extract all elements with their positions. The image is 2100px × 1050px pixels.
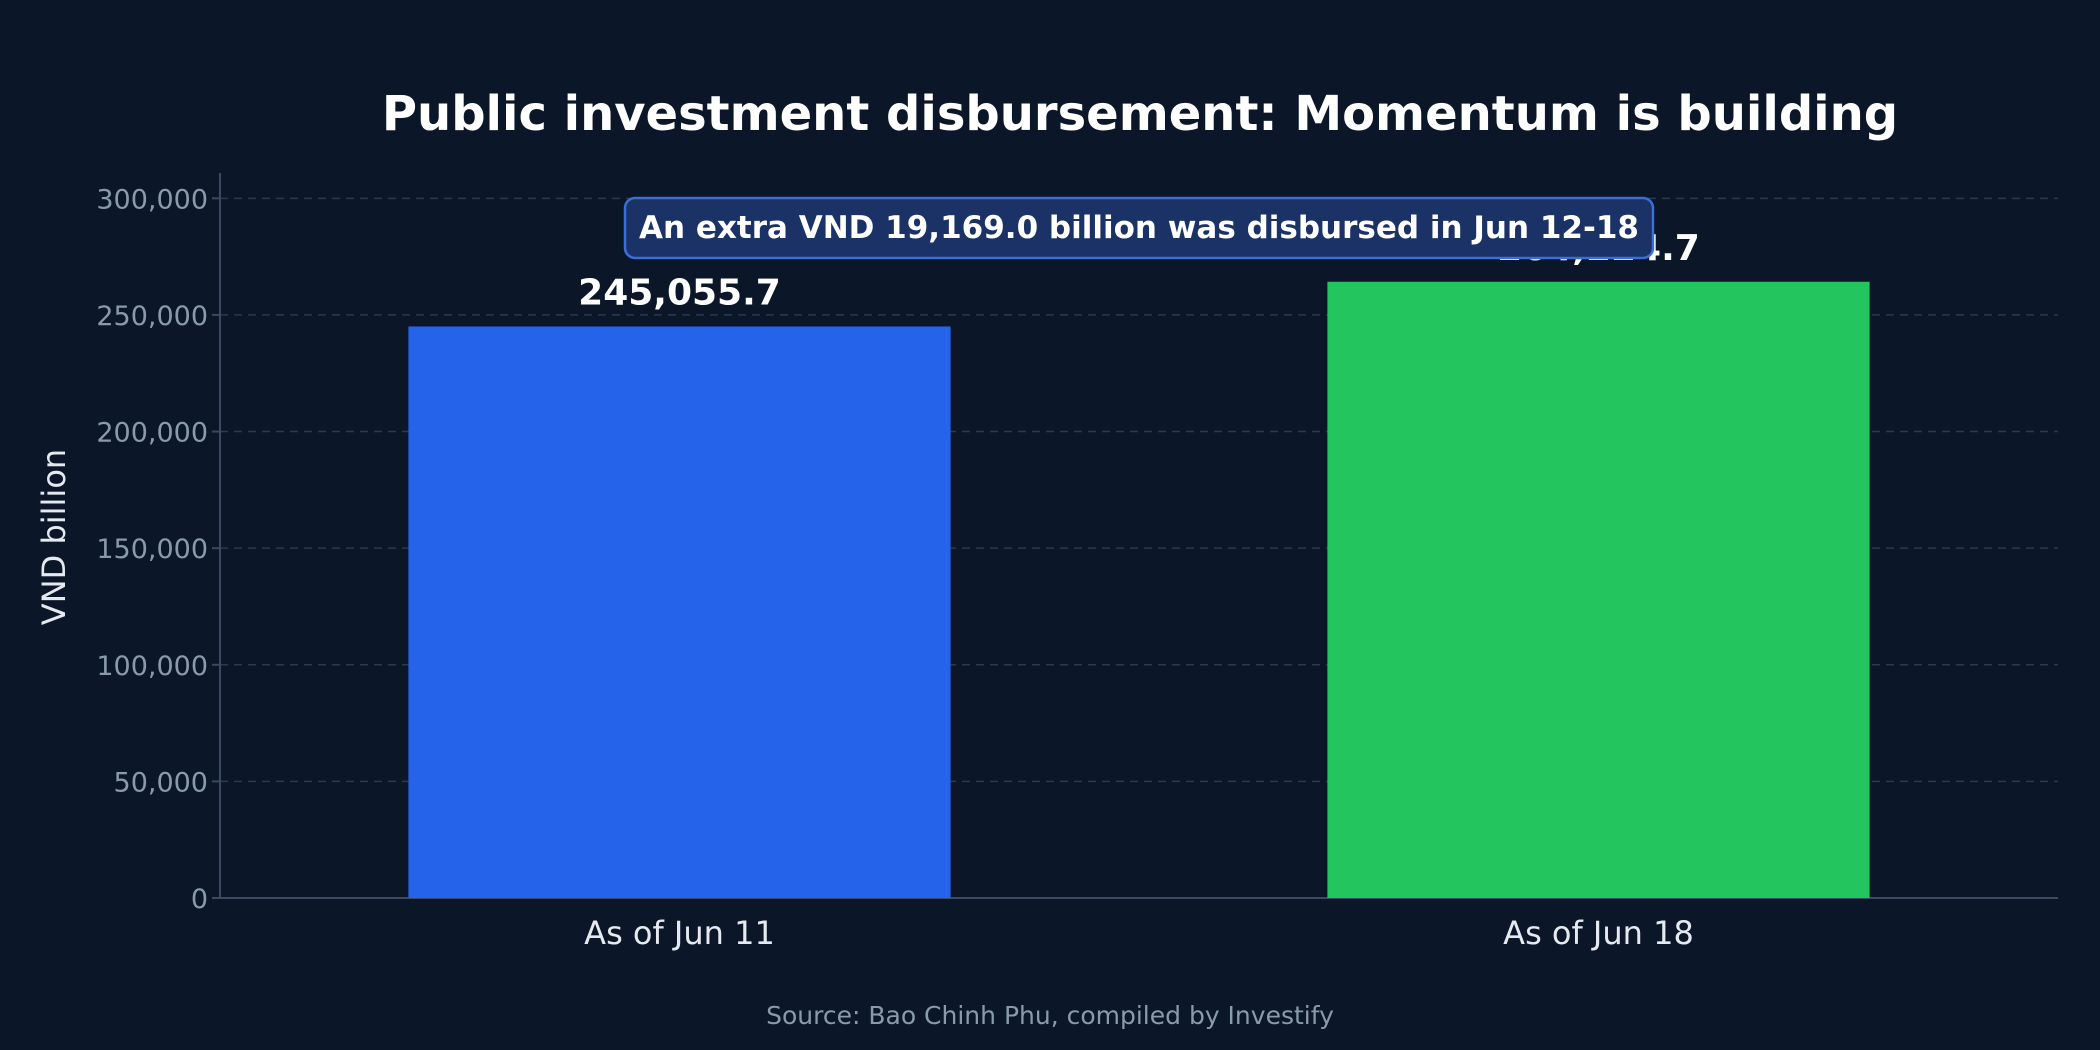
annotation-text: An extra VND 19,169.0 billion was disbur… [639, 210, 1639, 246]
annotation-box [623, 196, 1655, 260]
y-tick-labels: 0 50,000 100,000 150,000 200,000 250,000 300,0… [96, 184, 220, 915]
x-category-label: As of Jun 11 [584, 914, 775, 952]
bar-value-label: 245,055.7 [578, 272, 781, 313]
y-tick-label: 150,000 [96, 534, 208, 565]
category-labels: As of Jun 11 As of Jun 18 [584, 914, 1694, 952]
y-tick-label: 250,000 [96, 301, 208, 332]
y-tick-label: 300,000 [96, 184, 208, 215]
annotation-callout: An extra VND 19,169.0 billion was disbur… [623, 196, 1655, 260]
y-tick-label: 200,000 [96, 418, 208, 449]
y-tick-label: 0 [191, 884, 208, 915]
data-labels: 245,055.7264,224.7 [578, 228, 1700, 314]
source-note: Source: Bao Chinh Phu, compiled by Inves… [766, 1001, 1334, 1030]
y-tick-label: 50,000 [114, 767, 208, 798]
bar-2 [1327, 281, 1870, 898]
y-axis-label: VND billion [35, 449, 73, 625]
y-tick-label: 100,000 [96, 651, 208, 682]
chart-title: Public investment disbursement: Momentum… [382, 86, 1898, 142]
bars [408, 281, 1870, 898]
x-category-label: As of Jun 18 [1503, 914, 1694, 952]
bar-1 [408, 326, 951, 898]
